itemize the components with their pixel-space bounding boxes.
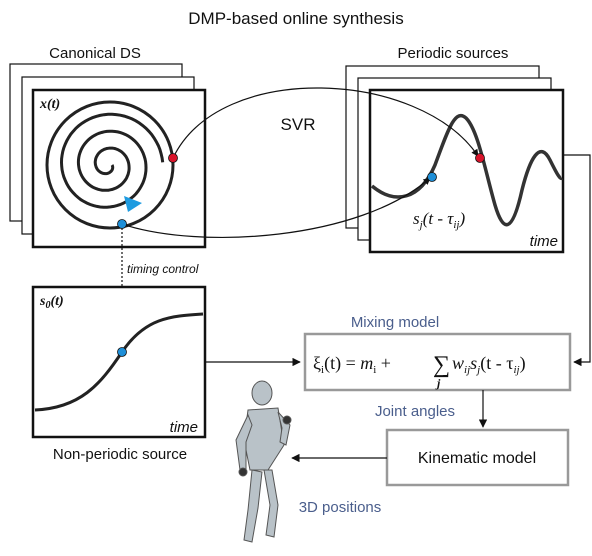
robot-figure xyxy=(235,380,292,543)
joint-label: Joint angles xyxy=(375,403,455,420)
mixing-label: Mixing model xyxy=(351,314,439,331)
nonperiodic-box xyxy=(31,285,207,439)
mixing-box xyxy=(303,332,572,392)
direction-arrow xyxy=(124,196,142,212)
arrow xyxy=(172,87,479,159)
title: DMP-based online synthesis xyxy=(188,9,403,28)
canonical-label: Canonical DS xyxy=(49,45,141,62)
kinematic-box xyxy=(385,428,570,487)
kinematic-label: Kinematic model xyxy=(418,450,536,467)
periodic-box xyxy=(368,88,565,254)
periodic-label: Periodic sources xyxy=(398,45,509,62)
svr-label: SVR xyxy=(281,115,316,134)
time-label: time xyxy=(170,419,198,436)
sine-wave xyxy=(370,114,564,227)
source-label: sj(t - τij) xyxy=(413,209,465,231)
limit-cycle xyxy=(45,100,175,230)
point xyxy=(117,219,127,229)
sum-index: j xyxy=(435,376,441,390)
formula: ξi(t) = mi + xyxy=(313,353,391,376)
arrow xyxy=(563,154,591,367)
point xyxy=(168,153,178,163)
positions-label: 3D positions xyxy=(299,499,382,516)
time-label: time xyxy=(530,233,558,250)
point xyxy=(427,172,437,182)
point xyxy=(475,153,485,163)
plot-label: x(t) xyxy=(39,97,60,112)
plot-label: s0(t) xyxy=(39,294,64,311)
point xyxy=(117,347,127,357)
nonperiodic-label: Non-periodic source xyxy=(53,446,187,463)
sum: ∑ xyxy=(433,352,450,378)
spiral xyxy=(59,112,165,209)
formula: wijsj(t - τij) xyxy=(452,353,526,376)
arrow xyxy=(121,177,431,238)
timing-label: timing control xyxy=(127,262,199,276)
